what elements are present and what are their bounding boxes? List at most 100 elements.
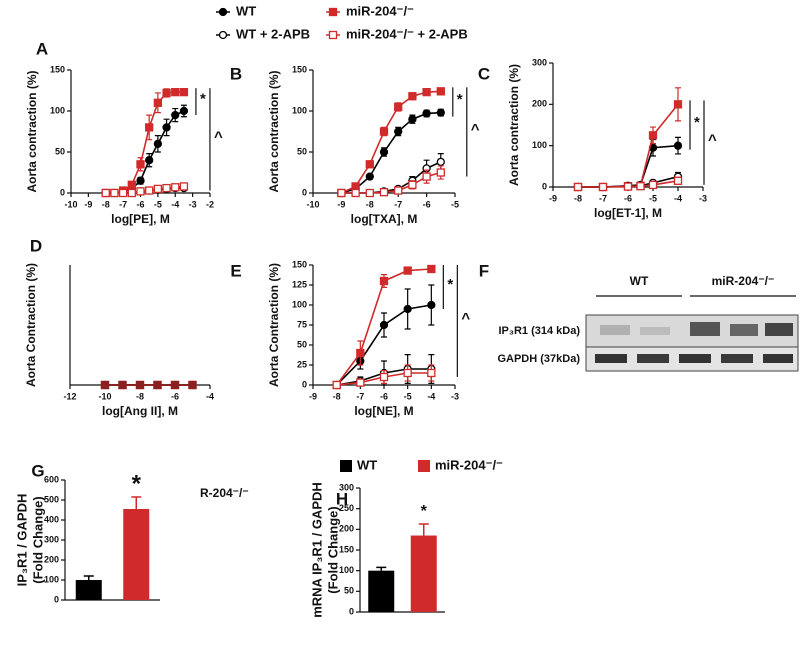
x-tick-label: -7 xyxy=(599,193,607,203)
blot-image xyxy=(585,295,799,372)
y-tick-label: 150 xyxy=(50,64,65,74)
y-tick-label: 150 xyxy=(339,544,354,554)
y-tick-label: 50 xyxy=(297,339,307,349)
significance-mark: * xyxy=(457,91,463,108)
x-tick-label: -4 xyxy=(171,199,179,209)
y-axis-label: Aorta contraction (%) xyxy=(267,70,281,192)
y-tick-label: 300 xyxy=(532,57,547,67)
marker xyxy=(648,131,658,140)
significance-mark: * xyxy=(421,503,428,520)
x-axis-label: log[ET-1], M xyxy=(594,206,662,220)
panel-letter: C xyxy=(478,64,490,83)
x-tick-label: -5 xyxy=(154,199,162,209)
legend-swatch xyxy=(418,460,430,472)
y-tick-label: 25 xyxy=(297,359,307,369)
marker xyxy=(379,188,389,197)
panel-letter: F xyxy=(479,261,489,280)
legend-label: miR-204⁻/⁻ + 2-APB xyxy=(346,26,468,41)
x-tick-label: -7 xyxy=(394,199,402,209)
marker xyxy=(673,176,683,185)
y-tick-label: 200 xyxy=(532,99,547,109)
x-tick-label: -5 xyxy=(404,391,412,401)
y-tick-label: 50 xyxy=(297,146,307,156)
y-tick-label: 75 xyxy=(297,319,307,329)
x-tick-label: -8 xyxy=(366,199,374,209)
panel-letter: H xyxy=(336,489,348,508)
marker xyxy=(394,102,403,112)
significance-mark: * xyxy=(132,470,142,497)
panel-letter: E xyxy=(230,261,241,280)
marker xyxy=(118,188,128,198)
legend-label: miR-204⁻/⁻ xyxy=(346,3,414,18)
marker xyxy=(171,110,180,120)
bar xyxy=(410,535,437,612)
significance-mark: ^ xyxy=(461,310,470,327)
x-tick-label: -4 xyxy=(427,391,435,401)
x-tick-label: -10 xyxy=(306,199,319,209)
x-tick-label: -3 xyxy=(189,199,197,209)
legend-label: miR-204⁻/⁻ xyxy=(435,457,503,472)
y-tick-label: 200 xyxy=(339,524,354,534)
series-line xyxy=(105,91,184,194)
significance-mark: * xyxy=(694,114,700,131)
y-tick-label: 0 xyxy=(302,379,307,389)
marker xyxy=(171,183,180,192)
y-tick-label: 100 xyxy=(339,565,354,575)
x-tick-label: -6 xyxy=(380,391,388,401)
panel-letter: G xyxy=(31,461,44,480)
x-tick-label: -3 xyxy=(699,193,707,203)
y-tick-label: 200 xyxy=(44,554,59,564)
y-tick-label: 50 xyxy=(55,146,65,156)
significance-mark: * xyxy=(200,91,206,108)
marker xyxy=(136,176,145,185)
marker xyxy=(337,188,346,198)
marker xyxy=(394,186,403,195)
y-tick-label: 100 xyxy=(50,105,65,115)
y-tick-label: 0 xyxy=(302,187,307,197)
x-tick-label: -5 xyxy=(451,199,459,209)
x-tick-label: -10 xyxy=(98,391,111,401)
significance-mark: ^ xyxy=(708,132,717,149)
marker xyxy=(179,182,189,191)
marker xyxy=(427,300,436,310)
marker xyxy=(153,139,163,148)
marker xyxy=(673,141,683,150)
marker xyxy=(356,378,365,387)
marker xyxy=(379,372,389,382)
marker xyxy=(422,87,431,97)
series-line xyxy=(105,185,185,194)
x-tick-label: -4 xyxy=(674,193,682,203)
y-axis-label: (Fold Change) xyxy=(325,506,340,593)
bar xyxy=(368,570,395,612)
marker xyxy=(170,380,180,390)
x-tick-label: -3 xyxy=(451,391,459,401)
marker xyxy=(436,157,445,166)
y-axis-label: (Fold Change) xyxy=(30,496,45,583)
marker xyxy=(403,368,412,378)
marker xyxy=(403,304,412,314)
marker xyxy=(153,98,163,107)
marker xyxy=(436,87,445,96)
marker xyxy=(110,188,119,198)
x-tick-label: -6 xyxy=(171,391,179,401)
x-tick-label: -8 xyxy=(102,199,110,209)
x-tick-label: -6 xyxy=(423,199,431,209)
error-bar xyxy=(376,566,387,571)
x-tick-label: -6 xyxy=(624,193,632,203)
y-axis-label: Aorta Contraction (%) xyxy=(24,263,38,387)
marker xyxy=(171,87,180,97)
legend-label: WT xyxy=(357,457,377,472)
marker xyxy=(673,100,683,109)
legend-swatch xyxy=(340,460,352,472)
y-tick-label: 0 xyxy=(349,606,354,616)
x-tick-label: -9 xyxy=(84,199,92,209)
marker xyxy=(379,147,389,157)
marker xyxy=(145,186,154,195)
panel-letter: A xyxy=(36,39,48,58)
marker xyxy=(648,180,658,190)
marker xyxy=(394,127,403,136)
marker xyxy=(136,187,145,196)
x-tick-label: -6 xyxy=(136,199,144,209)
y-tick-label: 600 xyxy=(44,474,59,484)
